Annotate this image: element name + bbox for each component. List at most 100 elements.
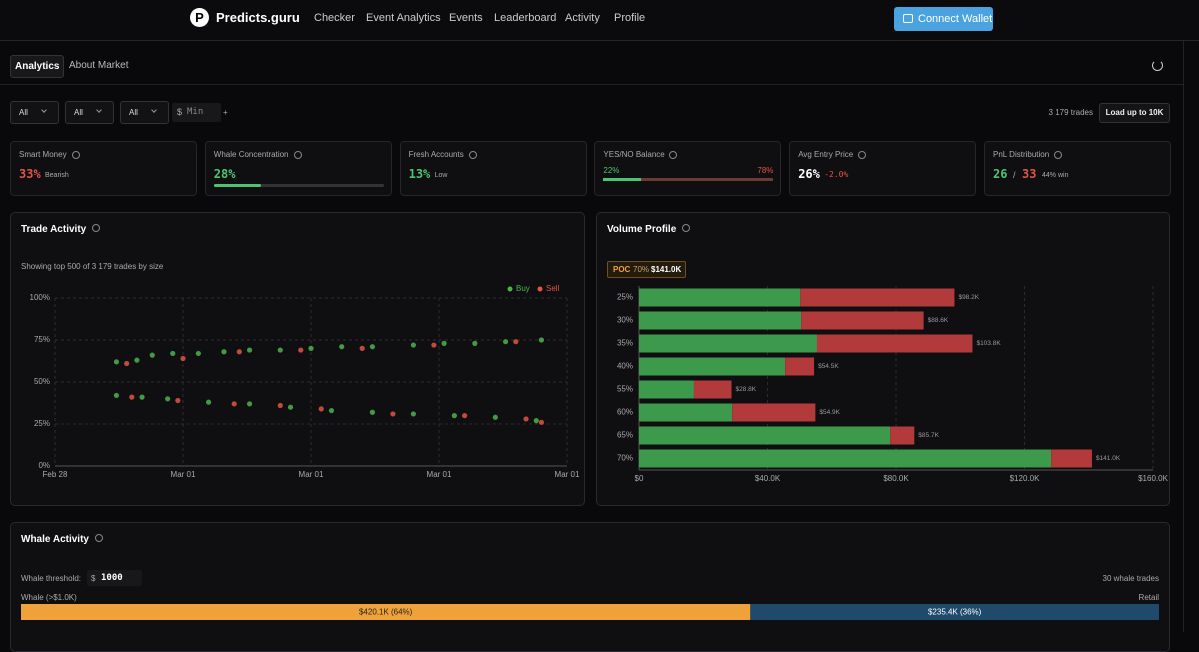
point [502, 339, 509, 345]
total-label: $98.2K [958, 294, 979, 301]
point [533, 418, 539, 424]
wallet-icon [903, 14, 913, 23]
select[interactable]: All [65, 101, 114, 124]
x-tick-label: $160.0K [1138, 474, 1168, 483]
card-title: Avg Entry Price [798, 150, 854, 159]
threshold-input[interactable] [87, 570, 142, 586]
y-tick-label: 65% [617, 431, 633, 440]
y-tick-label: 60% [617, 408, 633, 417]
currency: $ [177, 107, 183, 117]
bar [639, 288, 801, 307]
retail-label: Retail [1138, 593, 1159, 602]
stat-card [789, 141, 977, 196]
point [492, 414, 498, 420]
card-title: Whale Concentration [213, 150, 289, 159]
info-icon [682, 224, 690, 232]
legend-dot [537, 286, 543, 292]
min-input[interactable] [172, 103, 221, 122]
charts: 0% 25% 50% 75% 100% Feb 28 Mar 01 Mar 01 Mar 01 M… [21, 284, 1169, 620]
point [246, 347, 253, 353]
card-note: Bearish [45, 172, 69, 179]
panel-title: Trade Activity [21, 224, 87, 235]
whale-trades: 30 whale trades [1102, 574, 1159, 583]
y-tick-label: 100% [30, 293, 50, 302]
connect-button[interactable]: Connect Wallet [894, 7, 993, 31]
info-icon [669, 151, 678, 159]
card-value: 13% [408, 167, 431, 181]
y-tick-label: 70% [617, 454, 633, 463]
whale-label: Whale (>$1.0K) [21, 593, 77, 602]
bar [639, 426, 891, 445]
card-value: 28% [213, 167, 236, 181]
point [277, 402, 283, 409]
x-tick-label: $120.0K [1010, 474, 1040, 483]
point [170, 350, 176, 357]
total-label: $85.7K [918, 432, 939, 439]
x-tick-label: Mar 01 [171, 470, 196, 479]
load-button[interactable]: Load up to 10K [1099, 103, 1170, 123]
nav-link[interactable]: Profile [614, 12, 646, 24]
nav-link[interactable]: Event Analytics [366, 12, 441, 24]
point [339, 344, 345, 350]
trades-count: 3 179 trades [1048, 108, 1093, 117]
panel-title: Volume Profile [607, 224, 677, 235]
x-tick-label: Mar 01 [555, 470, 580, 479]
point [431, 342, 437, 348]
point [277, 347, 283, 353]
bar [639, 380, 694, 399]
point [523, 416, 529, 422]
y-tick-label: 25% [617, 293, 633, 302]
yes-label: 22% [603, 166, 620, 175]
point [308, 345, 314, 351]
stat-card [10, 141, 197, 196]
split-label: $420.1K (64%) [359, 608, 413, 617]
point [538, 419, 545, 425]
point [287, 404, 294, 410]
select[interactable]: All [120, 101, 169, 124]
card-title: YES/NO Balance [603, 150, 665, 159]
point [134, 357, 140, 363]
plus: + [223, 108, 228, 117]
tab[interactable]: About Market [69, 60, 129, 71]
info-icon [858, 151, 867, 159]
split-bar [750, 604, 1159, 620]
x-tick-label: $80.0K [883, 474, 909, 483]
panel-title: Whale Activity [21, 534, 89, 545]
info-icon [95, 534, 103, 542]
stat-card [594, 141, 782, 196]
bar [890, 426, 915, 445]
split-bar [21, 604, 751, 620]
poc-level: 70% [633, 265, 650, 274]
total-label: $54.5K [818, 363, 839, 370]
total-label: $103.8K [976, 340, 1001, 347]
brand[interactable]: Predicts.guru [216, 10, 300, 25]
refresh-icon[interactable] [1152, 60, 1163, 71]
point [359, 345, 365, 351]
subtitle: Showing top 500 of 3 179 trades by size [21, 262, 164, 271]
bar-fill [213, 184, 262, 187]
nav-link[interactable]: Activity [565, 12, 600, 24]
y-tick-label: 50% [34, 377, 50, 386]
nav-link[interactable]: Events [449, 12, 483, 24]
point [165, 396, 171, 402]
x-tick-label: Mar 01 [427, 470, 452, 479]
point [236, 349, 242, 355]
legend-label: Buy [516, 284, 530, 293]
bar [639, 449, 1052, 468]
nav-link[interactable]: Checker [314, 12, 355, 24]
page: P Predicts.guru Connect Wallet Checker Ev… [0, 7, 1199, 652]
logo: P [190, 8, 209, 27]
total-label: $28.8K [736, 386, 757, 393]
threshold-value: 1000 [101, 573, 123, 583]
nav-link[interactable]: Leaderboard [494, 12, 557, 24]
total-label: $141.0K [1096, 455, 1121, 462]
x-tick-label: $40.0K [755, 474, 781, 483]
point [513, 339, 519, 345]
info-icon [72, 151, 80, 159]
total-label: $54.9K [819, 409, 840, 416]
select[interactable]: All [10, 101, 59, 124]
tab[interactable]: Analytics [10, 55, 65, 78]
bar [693, 380, 732, 399]
point [113, 392, 120, 399]
card-title: PnL Distribution [993, 150, 1050, 159]
